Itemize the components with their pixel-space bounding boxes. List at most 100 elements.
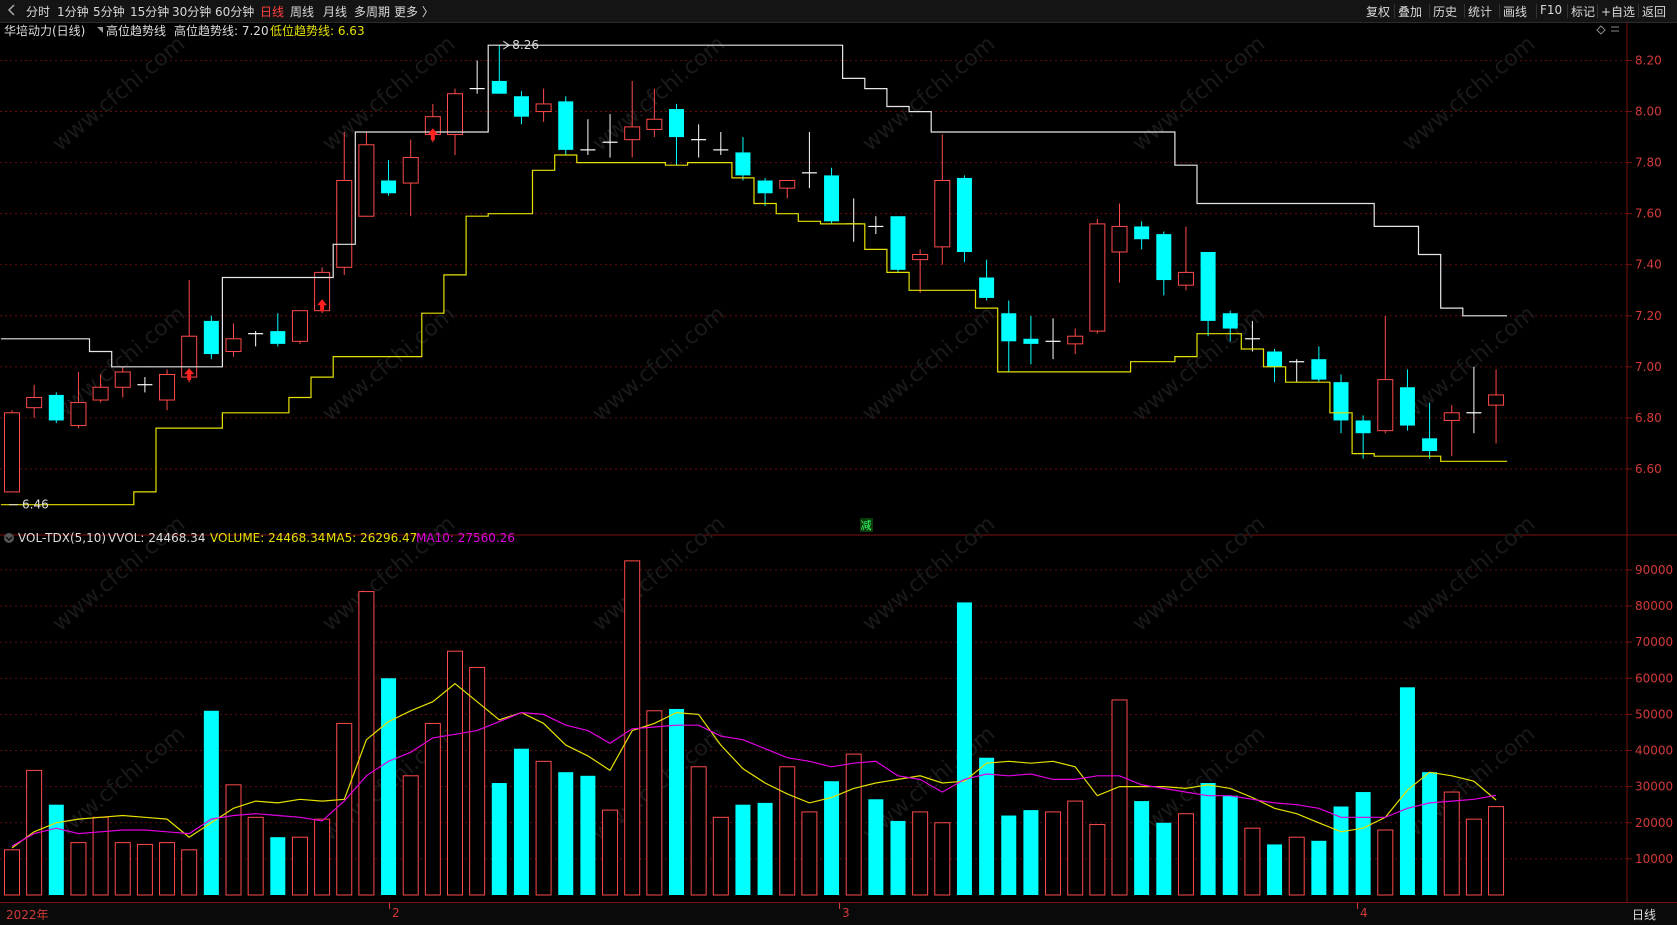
price-tick-label: 7.20	[1635, 309, 1662, 323]
candle-up	[26, 396, 43, 409]
period-tab-5[interactable]: 60分钟	[215, 5, 255, 19]
toolbar-separator	[1597, 4, 1598, 18]
candle-up	[1443, 412, 1460, 421]
toolbar-action-6[interactable]: 标记	[1571, 5, 1596, 19]
volume-bar-up	[1089, 824, 1106, 896]
period-tab-0[interactable]: 分时	[26, 5, 51, 19]
candle-down	[381, 180, 397, 194]
volume-vvol: VVOL: 24468.34	[108, 531, 205, 545]
volume-bar-down	[491, 783, 507, 895]
volume-bar-up	[535, 760, 552, 896]
period-tab-3[interactable]: 15分钟	[130, 5, 170, 19]
volume-bar-up	[469, 666, 486, 896]
price-tick-label: 7.40	[1635, 258, 1662, 272]
volume-tick-label: 60000	[1635, 671, 1673, 685]
kline-chart: 6.60 6.80 7.00 7.20 7.40 7.60 7.80 8.00 8.20 1000…	[0, 22, 1677, 902]
watermark: www.cfchi.com	[588, 511, 730, 636]
volume-indicator-title: VOL-TDX(5,10)	[18, 531, 106, 545]
volume-tick-label: 30000	[1635, 780, 1673, 794]
period-tab-8[interactable]: 月线	[323, 5, 348, 19]
volume-bar-down	[48, 804, 64, 895]
volume-bar-down	[580, 775, 596, 895]
volume-bar-up	[314, 818, 331, 896]
volume-bar-up	[646, 710, 663, 896]
volume-bar-up	[136, 843, 153, 896]
volume-bar-down	[1222, 795, 1238, 895]
candle-up	[779, 180, 796, 189]
toolbar-action-1[interactable]: 叠加	[1398, 5, 1423, 19]
month-label: 4	[1360, 906, 1368, 920]
menu-icon[interactable]	[6, 2, 18, 21]
volume-bar-down	[1267, 844, 1283, 895]
price-tick-label: 6.60	[1635, 462, 1662, 476]
high-trend-line	[0, 44, 1508, 368]
candle-down	[757, 180, 773, 194]
candle-down	[203, 320, 219, 355]
period-tab-2[interactable]: 5分钟	[93, 5, 125, 19]
toolbar-action-0[interactable]: 复权	[1366, 5, 1391, 19]
watermark: www.cfchi.com	[858, 301, 1000, 426]
buy-arrow-icon	[317, 299, 328, 312]
volume-tick-label: 40000	[1635, 744, 1673, 758]
volume-ma10-value: MA10: 27560.26	[416, 531, 515, 545]
price-tick-label: 6.80	[1635, 411, 1662, 425]
candle-down	[558, 101, 574, 150]
toolbar-separator	[1638, 4, 1639, 18]
volume-bar-down	[513, 748, 529, 895]
candle-down	[824, 175, 840, 222]
toolbar-action-4[interactable]: 画线	[1503, 5, 1528, 19]
watermark: www.cfchi.com	[588, 301, 730, 426]
candle-up	[535, 103, 552, 113]
watermark: www.cfchi.com	[858, 31, 1000, 156]
watermark: www.cfchi.com	[1398, 511, 1540, 636]
volume-bar-up	[336, 722, 353, 896]
toolbar-action-3[interactable]: 统计	[1468, 5, 1493, 19]
volume-bar-down	[890, 820, 906, 895]
candle-down	[1333, 382, 1349, 421]
period-tab-1[interactable]: 1分钟	[57, 5, 89, 19]
watermark: www.cfchi.com	[858, 511, 1000, 636]
candle-down	[1156, 234, 1172, 281]
toolbar-action-5[interactable]: F10	[1540, 3, 1563, 17]
period-tab-6[interactable]: 日线	[260, 5, 285, 19]
volume-bar-down	[979, 757, 995, 895]
volume-tick-label: 50000	[1635, 707, 1673, 721]
toolbar-action-2[interactable]: 历史	[1433, 5, 1458, 19]
max-price-label: 8.26	[512, 38, 539, 52]
month-tick	[389, 903, 390, 909]
period-tab-9[interactable]: 多周期	[354, 5, 391, 19]
volume-bar-up	[181, 849, 198, 896]
volume-ma5-value: MA5: 26296.47	[326, 531, 417, 545]
volume-bar-down	[735, 804, 751, 895]
period-tab-7[interactable]: 周线	[290, 5, 315, 19]
volume-bar-down	[203, 710, 219, 895]
reduce-marker-bg	[860, 518, 873, 532]
candle-up	[1089, 223, 1106, 332]
candle-down	[1001, 313, 1017, 342]
volume-bar-up	[159, 842, 176, 896]
period-tab-4[interactable]: 30分钟	[172, 5, 212, 19]
candle-down	[890, 216, 906, 270]
volume-bar-up	[26, 769, 43, 896]
toolbar-separator	[1429, 4, 1430, 18]
candle-down	[956, 177, 972, 252]
volume-bar-down	[270, 837, 286, 895]
candle-up	[1111, 225, 1128, 253]
candle-up	[1067, 335, 1084, 345]
candle-up	[336, 180, 353, 268]
period-tab-10[interactable]: 更多 〉	[394, 5, 434, 19]
candle-down	[979, 277, 995, 298]
volume-bar-up	[1045, 811, 1062, 896]
stock-title: 华培动力(日线)	[4, 23, 85, 38]
toolbar-separator	[1464, 4, 1465, 18]
candle-up	[912, 254, 929, 261]
month-label: 2	[392, 906, 400, 920]
candle-down	[1222, 313, 1238, 329]
volume-bar-up	[291, 836, 308, 896]
candle-up	[159, 374, 176, 401]
toolbar-action-7[interactable]: +自选	[1601, 5, 1636, 19]
volume-bar-up	[1377, 829, 1394, 896]
candle-up	[402, 157, 419, 184]
toolbar-action-8[interactable]: 返回	[1642, 5, 1667, 19]
volume-bar-down	[669, 708, 684, 895]
